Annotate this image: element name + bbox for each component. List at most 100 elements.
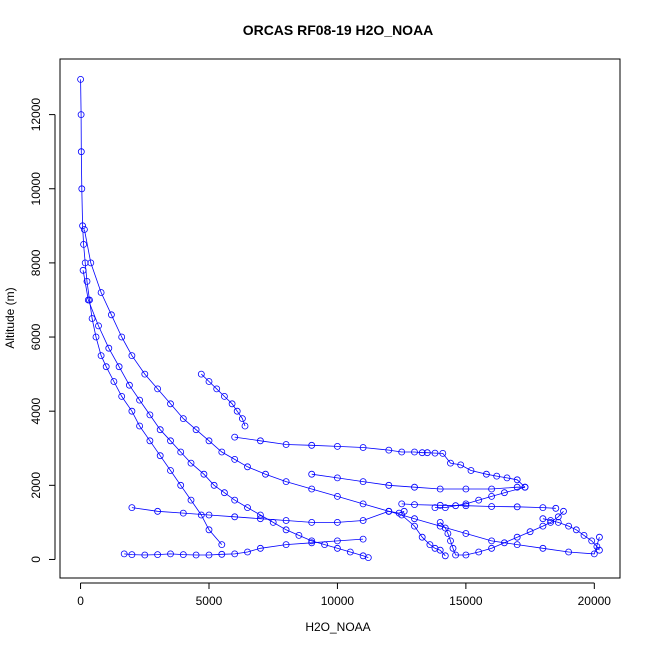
data-point bbox=[118, 333, 126, 341]
data-point bbox=[547, 519, 554, 526]
x-axis-label: H2O_NOAA bbox=[305, 620, 370, 634]
series-line bbox=[131, 507, 405, 523]
data-point bbox=[256, 511, 264, 519]
data-point bbox=[359, 535, 367, 543]
data-point bbox=[156, 452, 164, 460]
data-point bbox=[449, 544, 457, 552]
data-point bbox=[580, 532, 588, 539]
data-point bbox=[560, 507, 567, 515]
data-point bbox=[146, 437, 154, 445]
data-point bbox=[97, 289, 105, 296]
data-point bbox=[200, 470, 208, 478]
data-point bbox=[282, 441, 290, 448]
data-point bbox=[205, 551, 213, 559]
data-point bbox=[87, 259, 95, 267]
data-point bbox=[244, 548, 251, 556]
data-point bbox=[590, 550, 598, 558]
y-axis-label: Altitude (m) bbox=[3, 287, 17, 348]
x-tick-label: 20000 bbox=[578, 594, 612, 608]
data-point bbox=[521, 483, 529, 491]
data-point bbox=[488, 485, 496, 493]
data-point bbox=[179, 509, 187, 517]
data-point bbox=[77, 111, 85, 118]
data-point bbox=[231, 433, 239, 441]
data-point bbox=[364, 554, 372, 561]
data-point bbox=[400, 507, 408, 515]
data-point bbox=[596, 546, 603, 554]
data-point bbox=[488, 537, 496, 545]
x-tick-label: 15000 bbox=[449, 594, 483, 608]
data-point bbox=[141, 370, 149, 378]
data-point bbox=[436, 519, 444, 526]
data-point bbox=[526, 528, 534, 536]
data-point bbox=[308, 519, 316, 526]
data-point bbox=[398, 511, 406, 519]
data-point bbox=[205, 511, 213, 519]
y-tick-label: 10000 bbox=[29, 172, 43, 206]
data-point bbox=[333, 544, 341, 552]
data-point bbox=[398, 500, 406, 508]
data-point bbox=[359, 500, 367, 508]
data-point bbox=[359, 478, 367, 486]
data-point bbox=[167, 467, 174, 474]
data-point bbox=[308, 470, 316, 478]
y-tick-label: 6000 bbox=[29, 323, 43, 350]
y-tick-label: 2000 bbox=[29, 472, 43, 499]
data-point bbox=[308, 537, 316, 545]
data-point bbox=[92, 333, 100, 341]
data-point bbox=[539, 544, 547, 552]
data-point bbox=[444, 530, 452, 537]
data-point bbox=[385, 481, 393, 489]
data-point bbox=[457, 461, 465, 469]
data-point bbox=[97, 352, 105, 360]
data-point bbox=[118, 392, 126, 400]
data-point bbox=[482, 470, 490, 478]
data-point bbox=[565, 522, 572, 530]
x-tick-label: 10000 bbox=[321, 594, 355, 608]
data-point bbox=[513, 541, 521, 548]
data-point bbox=[115, 363, 123, 371]
data-point bbox=[467, 467, 475, 474]
data-point bbox=[500, 539, 508, 547]
data-point bbox=[488, 544, 496, 552]
series-line bbox=[80, 79, 223, 545]
data-point bbox=[177, 481, 185, 489]
data-point bbox=[231, 455, 239, 463]
data-point bbox=[411, 448, 418, 456]
data-point bbox=[308, 485, 316, 493]
series-line bbox=[439, 511, 564, 556]
data-point bbox=[447, 537, 454, 545]
data-point bbox=[462, 551, 470, 559]
data-point bbox=[588, 537, 596, 545]
x-tick-label: 0 bbox=[77, 594, 84, 608]
data-point bbox=[218, 448, 226, 456]
data-point bbox=[205, 378, 213, 385]
data-point bbox=[177, 448, 185, 456]
series-line bbox=[84, 229, 600, 555]
data-point bbox=[80, 240, 87, 248]
data-point bbox=[136, 422, 144, 430]
data-point bbox=[593, 543, 601, 550]
data-point bbox=[231, 496, 239, 504]
data-point bbox=[282, 517, 290, 524]
data-point bbox=[572, 526, 580, 534]
data-point bbox=[210, 481, 218, 489]
data-point bbox=[192, 551, 200, 559]
data-point bbox=[105, 344, 113, 352]
data-point bbox=[411, 483, 418, 491]
data-point bbox=[95, 322, 102, 330]
data-point bbox=[475, 548, 483, 556]
data-point bbox=[167, 400, 174, 408]
series-line bbox=[401, 503, 556, 509]
data-point bbox=[187, 459, 195, 467]
data-point bbox=[84, 296, 92, 304]
data-point bbox=[220, 392, 228, 400]
data-point bbox=[411, 522, 418, 530]
data-point bbox=[110, 378, 118, 385]
data-point bbox=[411, 501, 418, 509]
series-line bbox=[201, 373, 246, 427]
data-point bbox=[488, 492, 496, 500]
data-point bbox=[238, 415, 246, 423]
series-line bbox=[124, 538, 364, 556]
data-point bbox=[244, 463, 251, 471]
